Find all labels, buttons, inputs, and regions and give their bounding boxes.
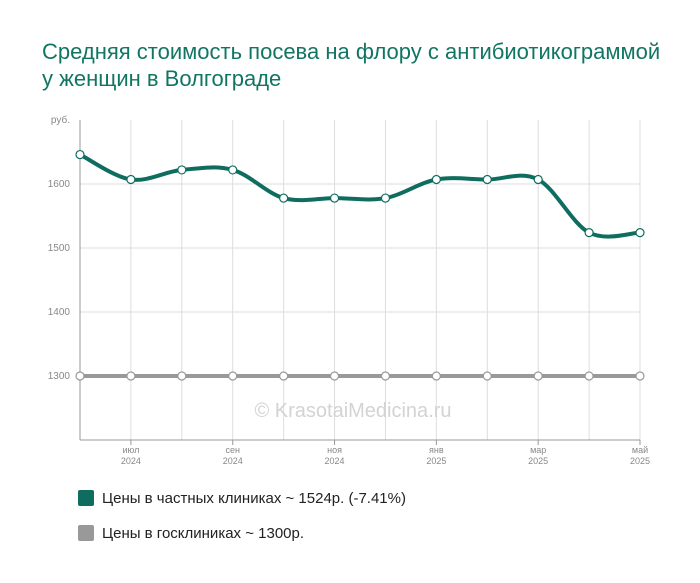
x-tick-label-year: 2025 bbox=[630, 456, 650, 466]
x-tick-label-month: сен bbox=[225, 445, 240, 455]
data-point-private bbox=[482, 174, 492, 185]
x-tick-label-month: янв bbox=[429, 445, 444, 455]
x-tick-label-month: май bbox=[632, 445, 648, 455]
grid bbox=[80, 120, 641, 440]
y-tick-label: 1400 bbox=[48, 307, 71, 318]
x-tick-label-year: 2024 bbox=[223, 456, 243, 466]
x-tick-label-year: 2024 bbox=[325, 456, 345, 466]
chart-title: Средняя стоимость посева на флору с анти… bbox=[42, 39, 661, 91]
series-layer bbox=[75, 149, 645, 381]
data-point-private bbox=[533, 174, 543, 185]
legend-swatch-private bbox=[78, 490, 94, 506]
data-point-public bbox=[380, 371, 391, 381]
data-point-public bbox=[482, 371, 492, 381]
legend-swatch-public bbox=[78, 525, 94, 541]
data-point-private bbox=[177, 165, 187, 175]
data-point-private bbox=[431, 174, 441, 185]
data-point-public bbox=[431, 371, 441, 381]
data-point-public bbox=[533, 371, 543, 381]
x-tick-label-year: 2025 bbox=[528, 456, 548, 466]
legend-item-private: Цены в частных клиниках ~ 1524р. (-7.41%… bbox=[78, 490, 406, 507]
legend-item-public: Цены в госклиниках ~ 1300р. bbox=[78, 525, 304, 542]
data-point-public bbox=[635, 371, 645, 381]
data-point-public bbox=[329, 371, 340, 381]
legend-label-public: Цены в госклиниках ~ 1300р. bbox=[102, 525, 305, 542]
x-tick-label-year: 2024 bbox=[121, 456, 141, 466]
data-point-private bbox=[380, 193, 391, 203]
x-tick-label-month: ноя bbox=[327, 445, 342, 455]
data-point-private bbox=[228, 165, 238, 175]
data-point-public bbox=[177, 371, 187, 381]
x-tick-label-year: 2025 bbox=[426, 456, 446, 466]
y-axis-unit-label: руб. bbox=[51, 114, 70, 126]
data-point-private bbox=[584, 228, 594, 238]
data-point-public bbox=[584, 371, 594, 381]
data-point-private bbox=[75, 149, 85, 160]
data-point-private bbox=[279, 193, 289, 203]
data-point-private bbox=[635, 228, 645, 238]
x-tick-label-month: июл bbox=[122, 445, 139, 455]
data-point-public bbox=[75, 371, 85, 381]
data-point-private bbox=[126, 174, 136, 185]
y-tick-label: 1500 bbox=[48, 243, 71, 254]
y-tick-label: 1600 bbox=[48, 179, 71, 190]
series-line-private bbox=[78, 152, 642, 239]
axes: 1300140015001600руб.июл2024сен2024ноя202… bbox=[48, 114, 650, 466]
legend-label-private: Цены в частных клиниках ~ 1524р. (-7.41%… bbox=[102, 490, 406, 507]
data-point-public bbox=[228, 371, 238, 381]
watermark: © KrasotaiMedicina.ru bbox=[254, 400, 451, 422]
x-tick-label-month: мар bbox=[530, 445, 546, 455]
data-point-private bbox=[329, 193, 340, 203]
data-point-public bbox=[279, 371, 289, 381]
y-tick-label: 1300 bbox=[48, 371, 71, 382]
data-point-public bbox=[126, 371, 136, 381]
